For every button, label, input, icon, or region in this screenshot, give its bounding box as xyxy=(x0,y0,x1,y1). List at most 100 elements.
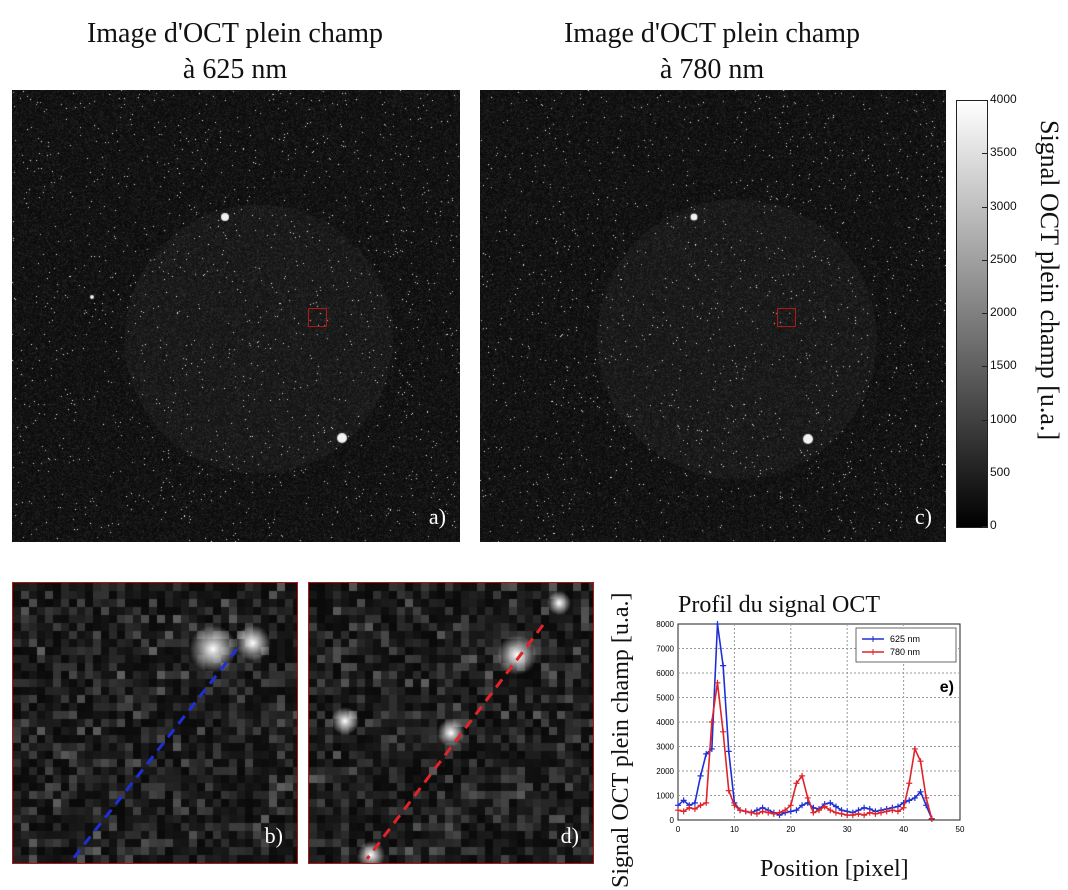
data-point xyxy=(703,799,710,806)
data-point xyxy=(793,780,800,787)
x-tick-label-20: 20 xyxy=(786,825,795,834)
data-point xyxy=(917,788,924,795)
data-point xyxy=(787,808,794,815)
y-tick-label-3000: 3000 xyxy=(656,743,674,752)
data-point xyxy=(889,807,896,814)
colorbar-tick-500: 500 xyxy=(990,464,1011,479)
data-point xyxy=(883,808,890,815)
data-point xyxy=(849,812,856,819)
title-right-line2: à 780 nm xyxy=(659,54,765,85)
data-point xyxy=(838,810,845,817)
zoom-780nm-canvas xyxy=(309,583,593,863)
data-point xyxy=(894,808,901,815)
oct-image-625nm: a) xyxy=(12,90,460,542)
data-point xyxy=(906,797,913,804)
series-line-780nm xyxy=(677,682,933,819)
colorbar-tick-4000: 4000 xyxy=(990,92,1017,106)
colorbar-tick-mark xyxy=(982,153,987,155)
data-point xyxy=(816,807,822,814)
y-tick-label-1000: 1000 xyxy=(656,792,674,801)
oct-image-780nm-canvas xyxy=(480,90,946,542)
data-point xyxy=(759,808,766,815)
data-point xyxy=(765,809,772,816)
title-left-line1: Image d'OCT plein champ xyxy=(86,18,384,49)
colorbar-tick-mark xyxy=(982,472,987,474)
data-point xyxy=(827,807,834,814)
data-point xyxy=(872,810,879,817)
colorbar-tick-1500: 1500 xyxy=(990,358,1017,373)
data-point xyxy=(821,803,828,810)
data-point xyxy=(855,810,862,817)
data-point xyxy=(911,745,918,752)
data-point xyxy=(917,758,924,765)
legend-label-780nm: 780 nm xyxy=(890,647,920,657)
data-point xyxy=(787,802,794,809)
legend-marker xyxy=(870,649,876,655)
title-left-line2: à 625 nm xyxy=(182,54,288,85)
title-right-line1: Image d'OCT plein champ xyxy=(563,18,861,49)
x-tick-label-0: 0 xyxy=(676,825,681,834)
data-point xyxy=(861,804,868,811)
data-point xyxy=(703,750,710,757)
legend-box xyxy=(855,627,957,663)
panel-d-label: d) xyxy=(560,823,579,848)
colorbar-tick-3500: 3500 xyxy=(990,145,1017,160)
colorbar xyxy=(956,100,988,528)
data-point xyxy=(697,772,704,779)
colorbar-tick-mark xyxy=(982,366,987,368)
title-left: Image d'OCT plein champ à 625 nm xyxy=(12,16,458,88)
data-point xyxy=(697,802,704,809)
data-point xyxy=(911,794,918,801)
data-point xyxy=(742,808,749,815)
data-point xyxy=(832,809,839,816)
data-point xyxy=(861,812,868,819)
zoom-625nm-canvas xyxy=(13,583,297,863)
data-point xyxy=(748,809,755,816)
colorbar-tick-mark xyxy=(982,206,987,208)
legend-marker xyxy=(870,636,876,642)
y-tick-label-5000: 5000 xyxy=(656,694,674,703)
data-point xyxy=(714,621,721,627)
data-point xyxy=(878,809,885,816)
data-point xyxy=(675,807,681,814)
y-tick-label-2000: 2000 xyxy=(656,767,674,776)
x-tick-label-10: 10 xyxy=(730,825,739,834)
plot-ylabel: Signal OCT plein champ [u.a.] xyxy=(608,592,634,889)
panel-a-label: a) xyxy=(428,504,446,529)
y-tick-label-4000: 4000 xyxy=(656,718,674,727)
data-point xyxy=(810,809,817,816)
data-point xyxy=(844,812,851,819)
colorbar-tick-mark xyxy=(982,526,987,527)
data-point xyxy=(799,802,806,809)
plot-title: Profil du signal OCT xyxy=(678,592,880,618)
profile-line-780nm xyxy=(365,624,545,860)
x-tick-label-50: 50 xyxy=(956,825,965,834)
colorbar-label: Signal OCT plein champ [u.a.] xyxy=(1035,120,1064,441)
panel-e-label: e) xyxy=(940,679,954,696)
x-tick-label-40: 40 xyxy=(899,825,908,834)
colorbar-tick-mark xyxy=(982,313,987,314)
zoom-625nm: b) xyxy=(12,582,298,864)
colorbar-tick-mark xyxy=(982,419,987,421)
data-point xyxy=(753,810,760,817)
data-point xyxy=(725,787,732,794)
oct-image-780nm: c) xyxy=(480,90,946,542)
data-point xyxy=(691,799,698,806)
data-point xyxy=(900,804,907,811)
profile-chart: 0 10 20 30 40 50 0 1000 2000 3000 4000 5000 6000 7000… xyxy=(656,620,965,834)
legend-label-625nm: 625 nm xyxy=(890,634,920,644)
plot-xlabel: Position [pixel] xyxy=(760,856,909,882)
colorbar-tick-0: 0 xyxy=(990,518,997,532)
panel-c-label: c) xyxy=(914,504,932,529)
y-tick-label-8000: 8000 xyxy=(656,620,674,629)
data-point xyxy=(731,802,738,809)
data-point xyxy=(776,809,783,816)
oct-image-625nm-canvas xyxy=(12,90,460,542)
data-point xyxy=(680,797,687,804)
data-point xyxy=(725,748,732,755)
data-point xyxy=(737,807,744,814)
profile-line-625nm xyxy=(67,648,239,863)
data-point xyxy=(832,803,839,810)
y-tick-label-6000: 6000 xyxy=(656,669,674,678)
colorbar-tick-2000: 2000 xyxy=(990,305,1017,319)
